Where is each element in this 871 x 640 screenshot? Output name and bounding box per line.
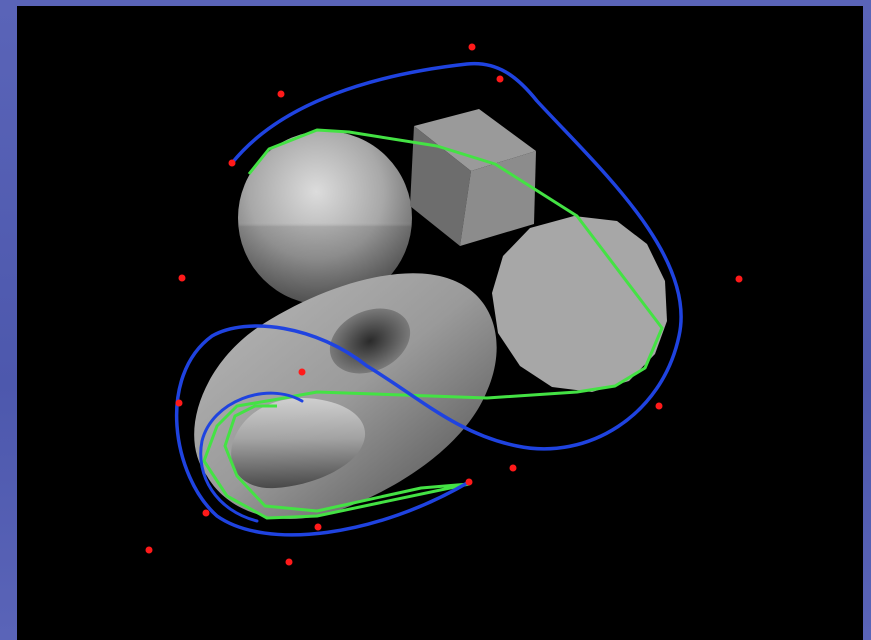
control-polygon bbox=[202, 128, 664, 520]
control-points bbox=[145, 43, 743, 566]
control-point[interactable] bbox=[314, 523, 322, 531]
control-point[interactable] bbox=[496, 75, 504, 83]
control-point[interactable] bbox=[175, 399, 183, 407]
control-point[interactable] bbox=[178, 274, 186, 282]
control-point[interactable] bbox=[285, 558, 293, 566]
scene-canvas bbox=[145, 43, 743, 566]
control-point[interactable] bbox=[145, 546, 153, 554]
disc-object bbox=[492, 216, 667, 392]
render-viewport bbox=[17, 6, 863, 640]
control-point[interactable] bbox=[277, 90, 285, 98]
control-point[interactable] bbox=[202, 509, 210, 517]
inner-spline-curve bbox=[199, 391, 304, 523]
control-point[interactable] bbox=[298, 368, 306, 376]
sphere-object bbox=[238, 131, 412, 305]
control-point[interactable] bbox=[228, 159, 236, 167]
control-point[interactable] bbox=[655, 402, 663, 410]
torus-object bbox=[194, 273, 497, 519]
control-point[interactable] bbox=[735, 275, 743, 283]
control-point[interactable] bbox=[468, 43, 476, 51]
cube-object bbox=[410, 109, 536, 246]
control-point[interactable] bbox=[509, 464, 517, 472]
control-point[interactable] bbox=[465, 478, 473, 486]
spline-curve bbox=[174, 61, 683, 537]
